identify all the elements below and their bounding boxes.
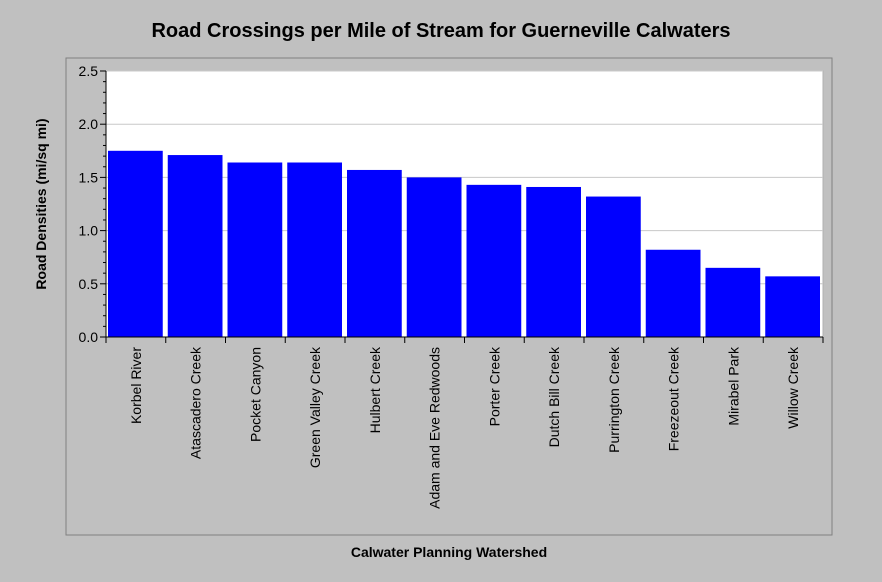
x-tick-label: Willow Creek [785,346,801,429]
x-tick-label: Purrington Creek [606,346,622,453]
x-tick-label: Adam and Eve Redwoods [427,347,443,509]
y-tick-label: 0.0 [79,329,99,345]
x-tick-label: Hulbert Creek [367,346,383,433]
bar [406,177,462,337]
bar [227,162,283,337]
y-tick-label: 1.5 [79,169,99,185]
y-axis-title: Road Densities (mi/sq mi) [33,118,49,289]
y-tick-label: 2.5 [79,63,99,79]
x-tick-label: Dutch Bill Creek [546,346,562,447]
x-tick-label: Pocket Canyon [247,347,263,442]
x-axis: Korbel River Atascadero Creek Pocket Canyo… [105,336,824,509]
y-axis: 0.0 0.5 1.0 1.5 2.0 2.5 [79,63,107,345]
x-tick-label: Green Valley Creek [307,346,323,468]
bar [287,162,342,337]
bar [167,155,223,337]
bar [108,150,163,337]
x-tick-label: Mirabel Park [725,346,741,426]
bar [705,267,761,337]
x-tick-label: Korbel River [128,347,144,424]
y-tick-label: 0.5 [79,276,99,292]
plot-area [105,70,824,338]
chart-title: Road Crossings per Mile of Stream for Gu… [151,20,731,42]
bar [526,186,581,337]
x-axis-title: Calwater Planning Watershed [350,544,548,560]
y-tick-label: 2.0 [79,116,99,132]
bar [645,249,701,337]
x-tick-label: Porter Creek [486,346,502,426]
x-tick-label: Freezeout Creek [666,346,682,451]
gridlines [106,70,823,285]
bar [765,276,820,337]
bar [347,169,402,337]
bar [466,184,522,337]
bars [108,150,820,337]
x-tick-label: Atascadero Creek [188,346,204,459]
y-tick-label: 1.0 [79,223,99,239]
bar [586,196,641,337]
